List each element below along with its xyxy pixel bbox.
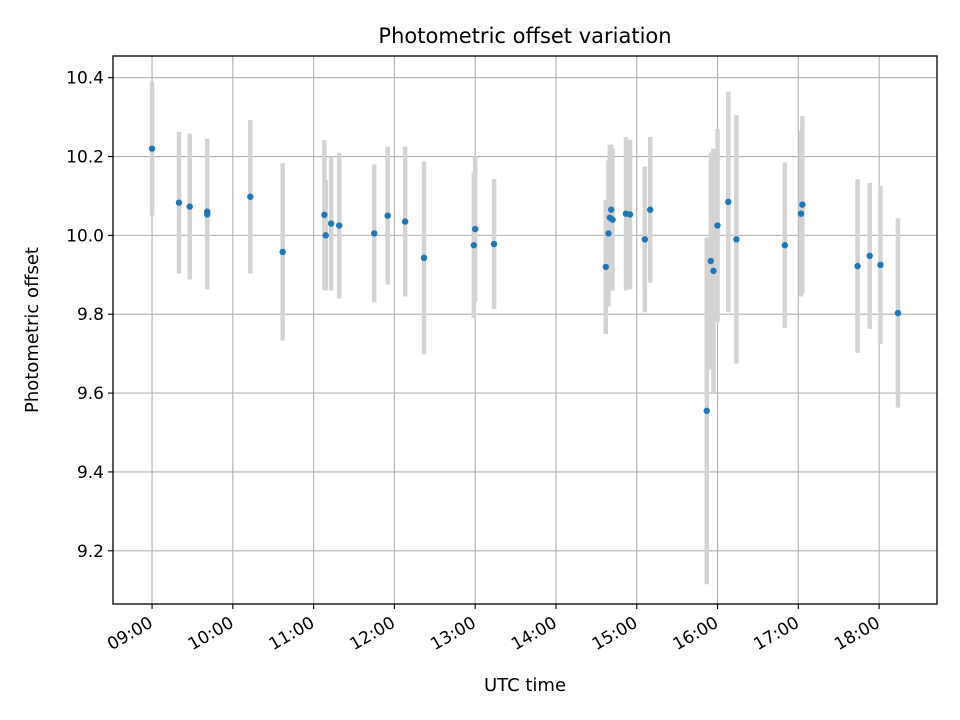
data-point (647, 206, 654, 213)
y-axis-label: Photometric offset (22, 247, 43, 413)
data-point (626, 211, 634, 218)
x-tick-label: 16:00 (670, 613, 722, 655)
data-point (607, 206, 615, 213)
data-point (714, 222, 721, 229)
data-point (371, 230, 378, 237)
data-point (641, 236, 649, 243)
data-point (799, 201, 806, 208)
data-point (490, 240, 498, 248)
data-point (247, 193, 254, 200)
data-point (175, 199, 183, 206)
data-point (279, 248, 286, 256)
x-tick-label: 10:00 (185, 613, 237, 655)
data-point (710, 267, 717, 275)
data-point (866, 252, 873, 260)
x-axis: 09:00 10:00 11:00 12:00 13:00 14:00 15:00 16:00… (104, 604, 884, 655)
data-point (781, 242, 789, 249)
data-point (322, 232, 329, 239)
data-point (703, 407, 710, 415)
plot-frame (112, 55, 938, 605)
grid (113, 56, 937, 604)
data-point (725, 198, 732, 206)
x-tick-label: 14:00 (508, 613, 560, 655)
data-point (733, 236, 740, 243)
data-point (420, 254, 428, 262)
data-point (609, 216, 616, 223)
data-point (605, 230, 612, 237)
x-tick-label: 18:00 (831, 613, 883, 655)
y-tick-label: 9.6 (77, 384, 104, 404)
y-tick-label: 9.2 (77, 542, 104, 562)
data-points (148, 145, 902, 415)
x-tick-label: 09:00 (104, 613, 156, 655)
data-point (471, 225, 479, 233)
data-point (204, 208, 211, 215)
data-point (470, 242, 478, 249)
data-point (707, 257, 715, 265)
data-point (186, 203, 193, 210)
data-point (384, 212, 391, 219)
data-point (401, 218, 409, 225)
data-point (602, 263, 609, 271)
data-point (148, 145, 156, 152)
data-point (321, 211, 328, 219)
y-tick-label: 10.2 (66, 148, 104, 168)
x-tick-label: 13:00 (427, 613, 479, 655)
y-axis: 9.2 9.4 9.6 9.8 10.0 10.2 10.4 (66, 69, 113, 562)
y-tick-label: 10.0 (66, 226, 104, 246)
y-tick-label: 9.8 (77, 305, 104, 325)
data-point (797, 210, 805, 217)
data-point (894, 309, 902, 317)
x-axis-label: UTC time (484, 675, 566, 696)
x-tick-label: 15:00 (589, 613, 641, 655)
data-point (854, 262, 861, 270)
x-tick-label: 11:00 (266, 613, 318, 655)
y-tick-label: 10.4 (66, 69, 104, 89)
x-tick-label: 12:00 (346, 613, 398, 655)
chart-title: Photometric offset variation (378, 24, 671, 48)
data-point (335, 222, 343, 229)
x-tick-label: 17:00 (750, 613, 802, 655)
y-tick-label: 9.4 (77, 463, 104, 483)
data-point (877, 261, 884, 269)
data-point (327, 220, 335, 227)
